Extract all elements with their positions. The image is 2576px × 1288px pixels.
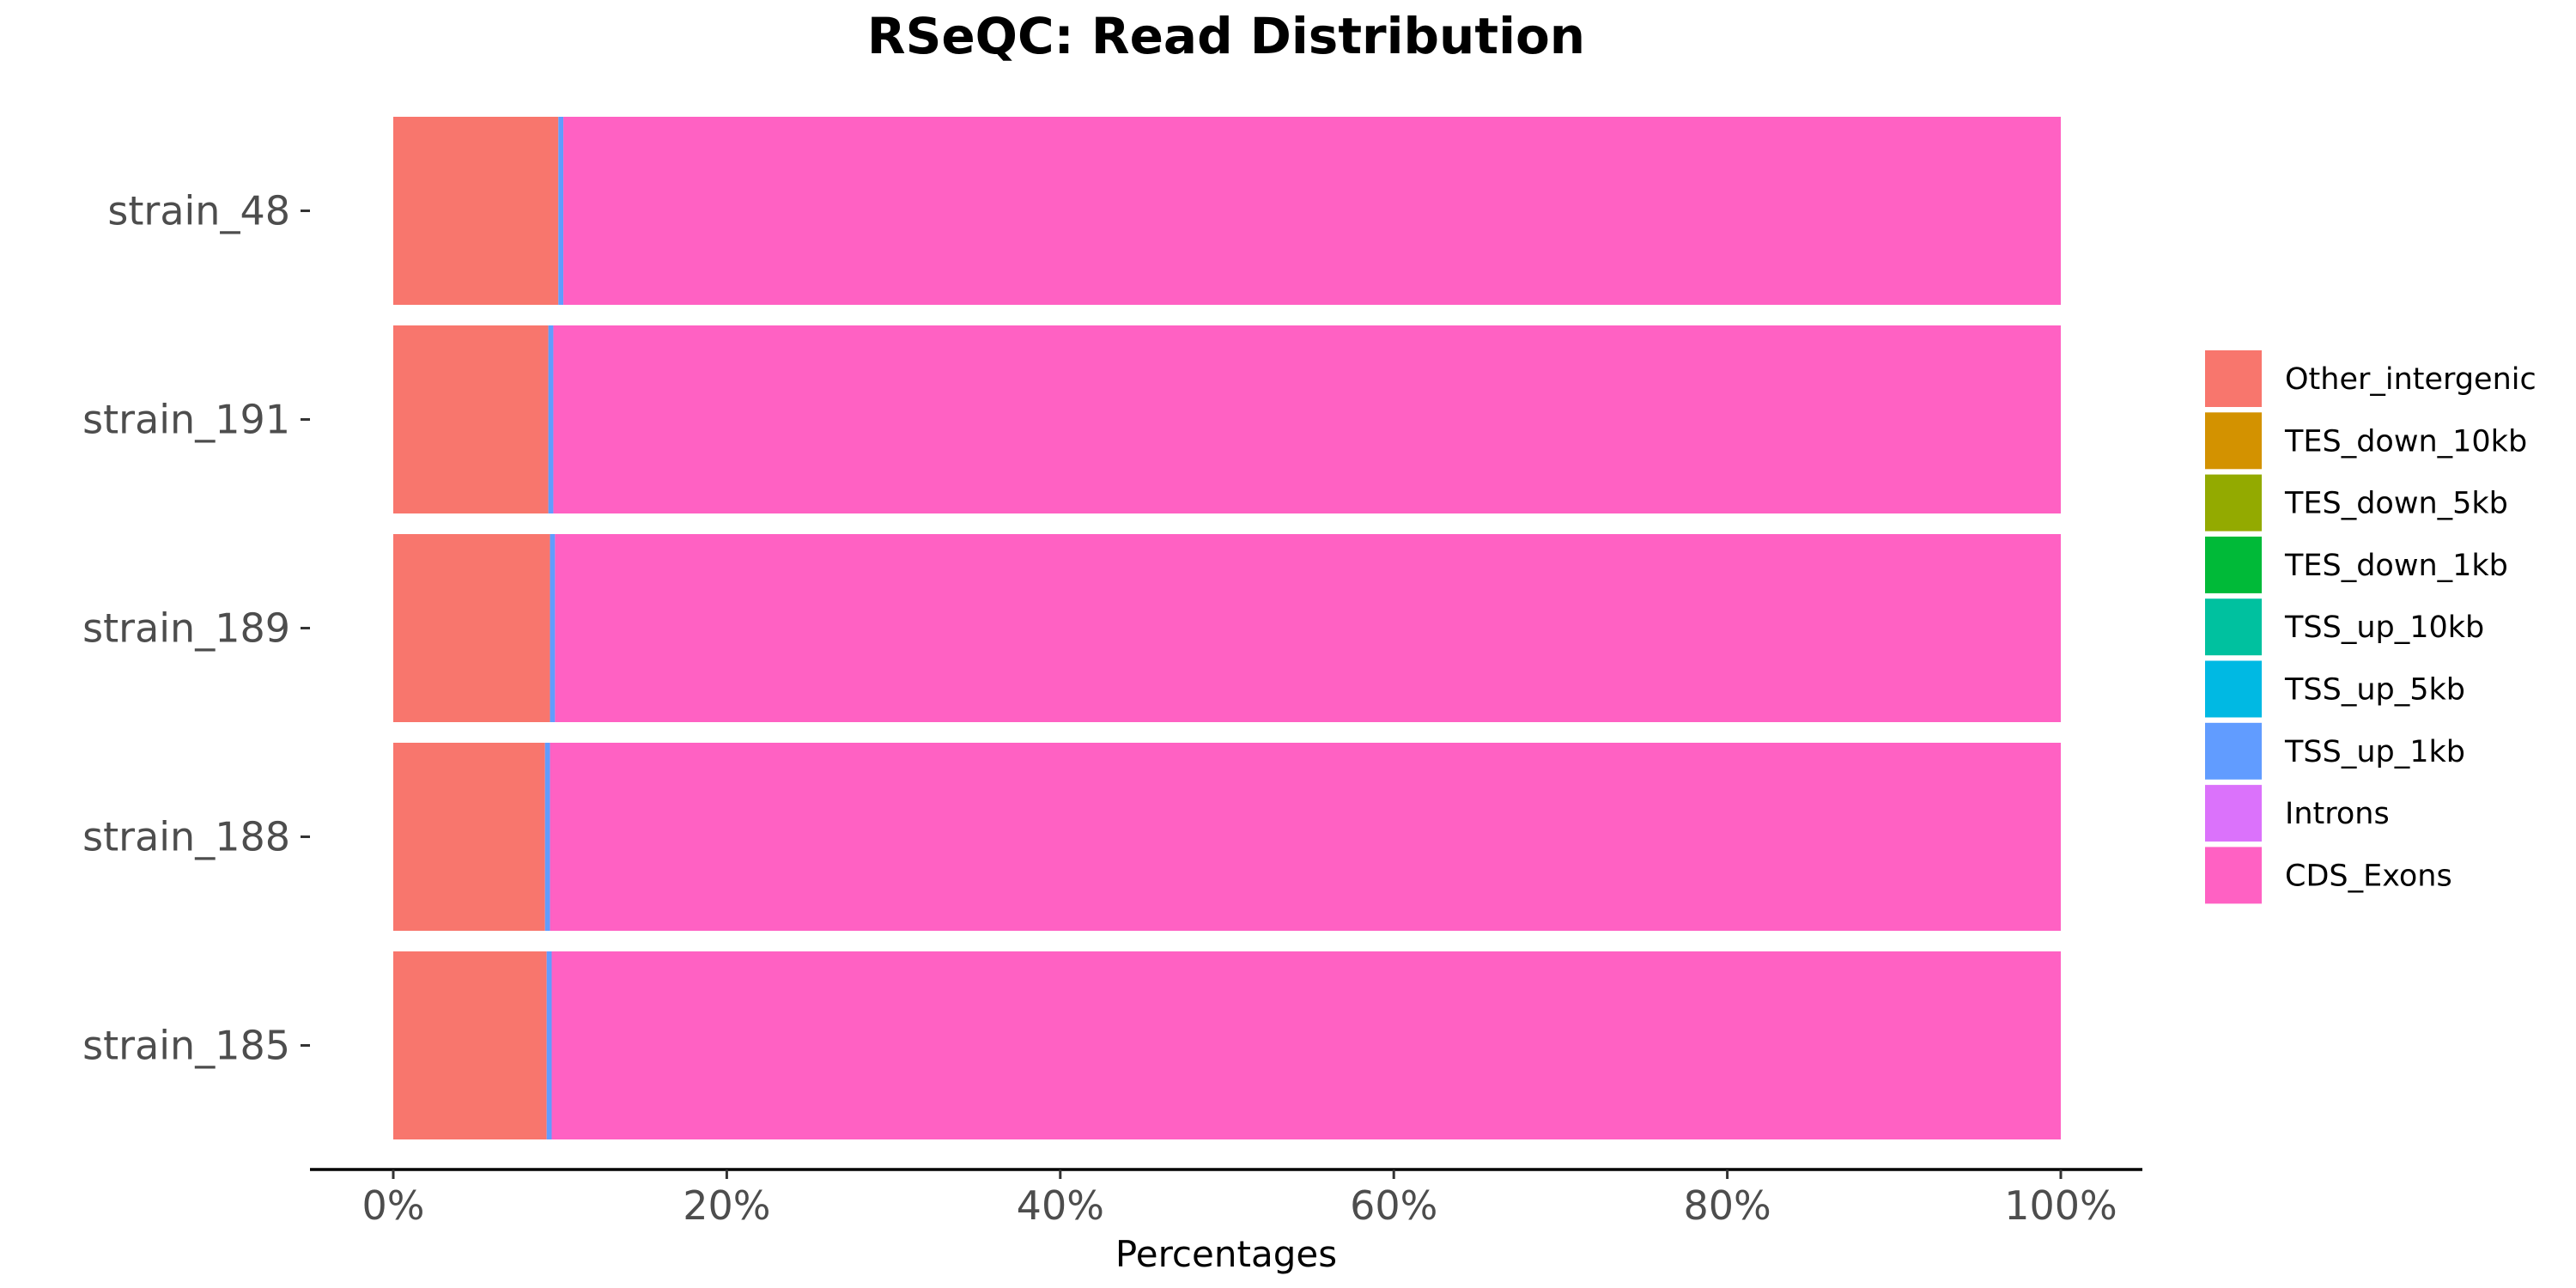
legend-label-other-intergenic: Other_intergenic <box>2285 362 2537 397</box>
x-tick-label: 80% <box>1683 1182 1771 1229</box>
x-tick-label: 100% <box>2004 1182 2117 1229</box>
bars-group <box>393 117 2062 1139</box>
bar-segment-other-intergenic-strain-189 <box>393 534 550 722</box>
legend-key-cds-exons <box>2205 847 2262 904</box>
x-axis: 0% 20% 40% 60% 80% 100% <box>310 1168 2142 1229</box>
bar-segment-other-intergenic-strain-191 <box>393 325 549 513</box>
legend-key-tss-up-1kb <box>2205 722 2262 780</box>
y-tick-label: strain_191 <box>82 397 290 443</box>
x-tick-label: 20% <box>683 1182 770 1229</box>
legend-key-tes-down-1kb <box>2205 536 2262 593</box>
y-tick-label: strain_48 <box>107 188 290 234</box>
bar-segment-cds-exons-strain-48 <box>563 117 2061 305</box>
legend-key-tss-up-5kb <box>2205 660 2262 718</box>
legend-label-tss-up-5kb: TSS_up_5kb <box>2284 673 2465 708</box>
legend-label-introns: Introns <box>2285 797 2390 831</box>
legend-key-tes-down-10kb <box>2205 412 2262 470</box>
legend-label-tes-down-10kb: TES_down_10kb <box>2284 424 2527 459</box>
bar-segment-tss-up-1kb-strain-189 <box>550 534 556 722</box>
bar-segment-tss-up-1kb-strain-185 <box>546 951 552 1139</box>
bar-segment-cds-exons-strain-189 <box>555 534 2061 722</box>
x-tick-label: 60% <box>1350 1182 1437 1229</box>
x-tick-label: 40% <box>1017 1182 1104 1229</box>
y-axis: strain_48 strain_191 strain_189 strain_188s… <box>82 188 310 1069</box>
legend-label-tes-down-1kb: TES_down_1kb <box>2284 549 2508 583</box>
bar-segment-other-intergenic-strain-48 <box>393 117 559 305</box>
legend-label-tss-up-10kb: TSS_up_10kb <box>2284 611 2484 645</box>
bar-segment-other-intergenic-strain-185 <box>393 951 547 1139</box>
bar-segment-tss-up-1kb-strain-48 <box>558 117 564 305</box>
y-tick-label: strain_188 <box>82 814 290 860</box>
x-tick-label: 0% <box>362 1182 425 1229</box>
legend-label-tes-down-5kb: TES_down_5kb <box>2284 487 2508 521</box>
bar-segment-tss-up-1kb-strain-188 <box>544 743 550 931</box>
legend-label-tss-up-1kb: TSS_up_1kb <box>2284 735 2465 769</box>
legend: Other_intergenic TES_down_10kb TES_down_5k… <box>2205 350 2537 904</box>
legend-key-tes-down-5kb <box>2205 474 2262 532</box>
legend-label-cds-exons: CDS_Exons <box>2285 859 2452 893</box>
legend-key-introns <box>2205 785 2262 842</box>
legend-key-tss-up-10kb <box>2205 598 2262 656</box>
bar-segment-tss-up-1kb-strain-191 <box>548 325 554 513</box>
bar-segment-cds-exons-strain-185 <box>551 951 2061 1139</box>
chart-title: RSeQC: Read Distribution <box>867 7 1585 65</box>
bar-segment-cds-exons-strain-188 <box>550 743 2061 931</box>
bar-segment-cds-exons-strain-191 <box>553 325 2062 513</box>
x-axis-title: Percentages <box>1115 1233 1337 1275</box>
bar-segment-other-intergenic-strain-188 <box>393 743 545 931</box>
legend-key-other-intergenic <box>2205 350 2262 407</box>
y-tick-label: strain_185 <box>82 1023 290 1069</box>
y-tick-label: strain_189 <box>82 605 290 652</box>
